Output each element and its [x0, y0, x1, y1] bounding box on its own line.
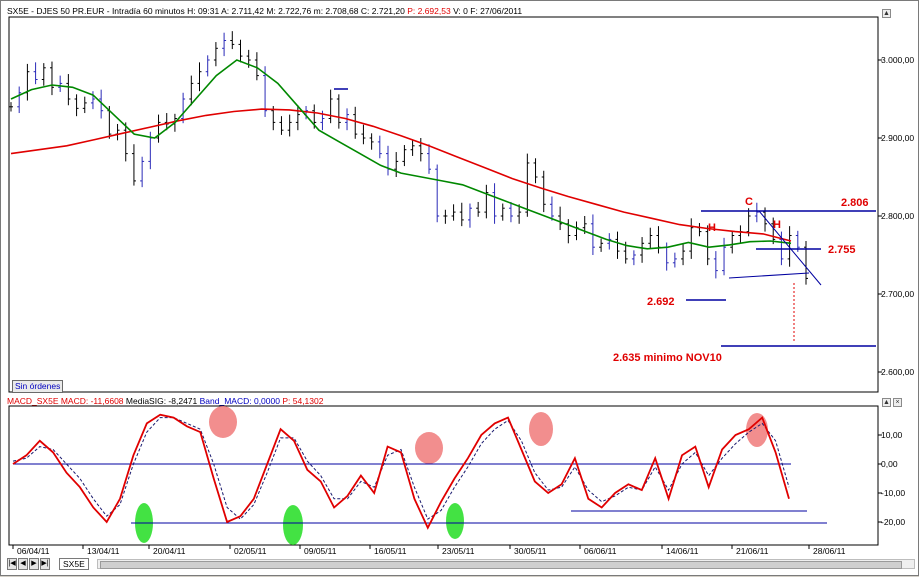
moving-average-short — [10, 59, 792, 250]
marker-pink — [746, 413, 768, 447]
interval-label: Intradía 60 minutos — [111, 6, 185, 16]
price-y-tick-label: 2.900,00 — [881, 133, 914, 143]
horizontal-scrollbar[interactable] — [97, 559, 915, 569]
symbol-label: SX5E — [7, 6, 29, 16]
x-tick-label: 13/04/11 — [87, 546, 120, 556]
macd-line — [12, 413, 790, 530]
macd-panel-collapse-icon[interactable]: ▲ — [882, 398, 891, 407]
band-value: Band_MACD: 0,0000 — [199, 396, 280, 406]
shoulder-label-h1: H — [708, 222, 716, 234]
macd-y-tick-label: -20,00 — [881, 517, 905, 527]
head-label-c: C — [745, 196, 753, 208]
marker-pink — [209, 406, 237, 438]
tab-sx5e[interactable]: SX5E — [59, 558, 89, 570]
open-value: A: 2.711,42 — [221, 6, 264, 16]
signal-line — [12, 417, 790, 520]
price-chart-header: SX5E - DJES 50 PR.EUR - Intradía 60 minu… — [7, 6, 523, 16]
macd-panel-close-icon[interactable]: × — [893, 398, 902, 407]
next-page-icon[interactable]: ▶ — [29, 558, 39, 570]
volume-value: V: 0 — [453, 6, 468, 16]
scrollbar-thumb[interactable] — [100, 561, 902, 569]
x-tick-label: 09/05/11 — [304, 546, 337, 556]
price-y-tick-label: 2.800,00 — [881, 211, 914, 221]
macd-y-tick-label: -10,00 — [881, 488, 905, 498]
prev-page-icon[interactable]: ◀ — [18, 558, 28, 570]
signal-value: MediaSIG: -8,2471 — [125, 396, 198, 406]
level-label-2755: 2.755 — [828, 244, 856, 256]
price-y-tick-label: 3.000,00 — [881, 55, 914, 65]
x-tick-label: 14/06/11 — [666, 546, 699, 556]
marker-green — [446, 503, 464, 539]
x-tick-label: 02/05/11 — [234, 546, 267, 556]
price-chart: 3.000,00 2.900,00 2.800,00 2.700,00 2.600,00… — [8, 16, 914, 393]
price-value: P: 2.692,53 — [407, 6, 451, 16]
marker-pink — [415, 432, 443, 464]
level-label-2692: 2.692 — [647, 296, 675, 308]
first-page-icon[interactable]: |◀ — [7, 558, 17, 570]
price-panel-collapse-icon[interactable]: ▲ — [882, 9, 891, 18]
wedge-upper-line — [758, 210, 822, 286]
x-tick-label: 16/05/11 — [374, 546, 407, 556]
no-orders-label[interactable]: Sin órdenes — [12, 380, 64, 393]
price-y-tick-label: 2.600,00 — [881, 367, 914, 377]
x-tick-label: 06/04/11 — [17, 546, 50, 556]
marker-green — [283, 505, 303, 545]
shoulder-label-h2: H — [773, 219, 781, 231]
high-value: M: 2.722,76 — [266, 6, 312, 16]
wedge-lower-line — [728, 272, 810, 279]
x-tick-label: 21/06/11 — [736, 546, 769, 556]
date-value: F: 27/06/2011 — [470, 6, 523, 16]
macd-y-tick-label: 10,00 — [881, 430, 903, 440]
x-tick-label: 20/04/11 — [153, 546, 186, 556]
macd-header: MACD_SX5E MACD: -11,6608 MediaSIG: -8,24… — [7, 396, 323, 406]
moving-average-long — [10, 108, 792, 242]
low-value: m: 2.708,68 — [313, 6, 359, 16]
x-tick-label: 30/05/11 — [514, 546, 547, 556]
macd-price-value: P: 54,1302 — [282, 396, 324, 406]
x-tick-label: 28/06/11 — [813, 546, 846, 556]
level-label-2806: 2.806 — [841, 197, 869, 209]
macd-value: MACD_SX5E MACD: -11,6608 — [7, 396, 124, 406]
x-tick-label: 06/06/11 — [584, 546, 617, 556]
last-page-icon[interactable]: ▶| — [40, 558, 50, 570]
macd-y-tick-label: 0,00 — [881, 459, 898, 469]
close-value: C: 2.721,20 — [360, 6, 405, 16]
marker-pink — [529, 412, 553, 446]
x-tick-label: 23/05/11 — [442, 546, 475, 556]
instrument-name: DJES 50 PR.EUR — [36, 6, 105, 16]
level-label-2635: 2.635 minimo NOV10 — [613, 352, 722, 364]
price-y-tick-label: 2.700,00 — [881, 289, 914, 299]
time-value: H: 09:31 — [187, 6, 220, 16]
